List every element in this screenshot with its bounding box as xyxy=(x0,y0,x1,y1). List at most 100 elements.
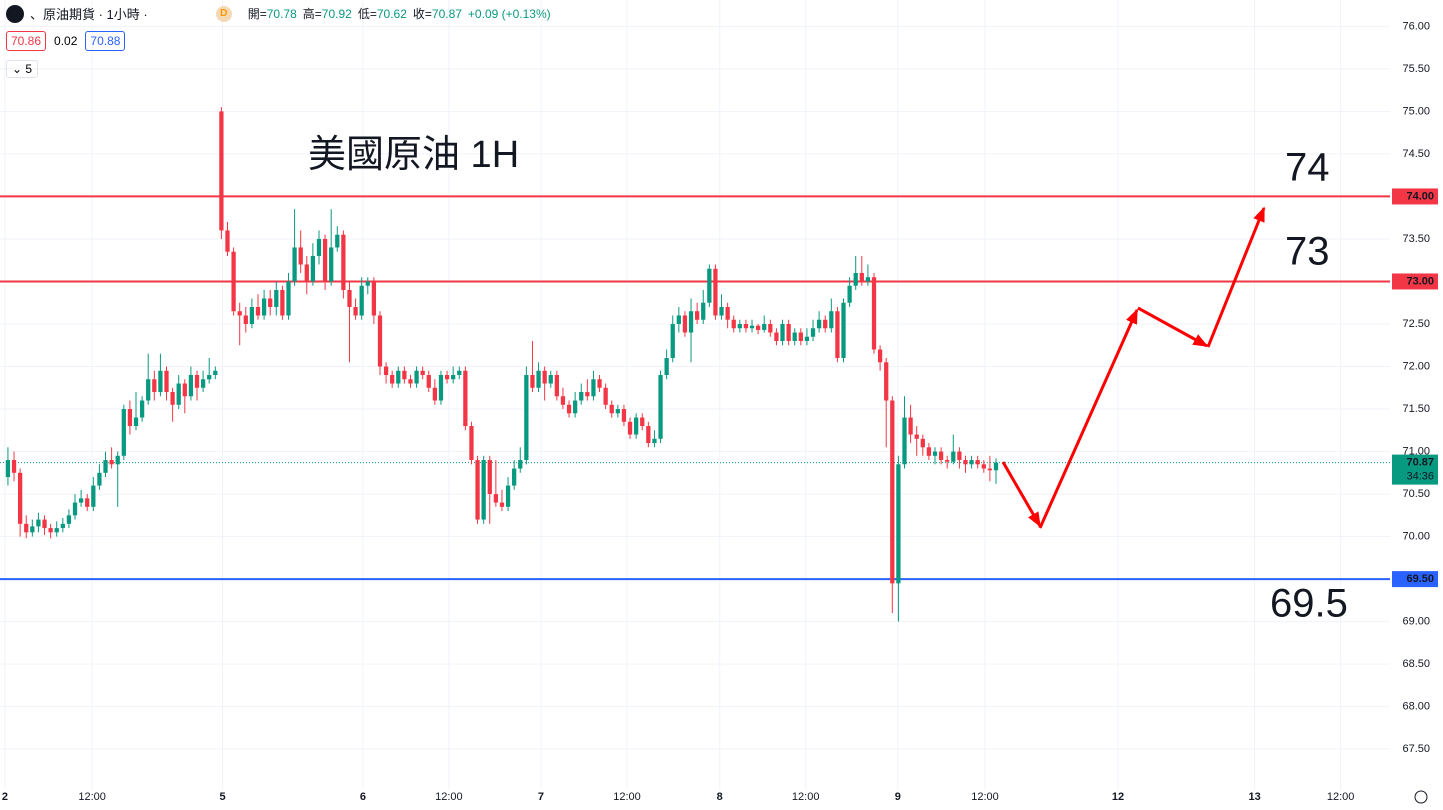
candle-body xyxy=(54,528,59,533)
candle-body xyxy=(11,460,17,473)
y-tick-label: 73.50 xyxy=(1402,233,1430,245)
ask[interactable]: 70.88 xyxy=(85,31,126,51)
candle-body xyxy=(957,451,962,461)
candle-body xyxy=(548,375,553,384)
candle-body xyxy=(390,375,395,384)
candle-body xyxy=(475,460,480,520)
candle-body xyxy=(719,306,724,316)
y-tick-label: 69.00 xyxy=(1402,616,1430,628)
candle-body xyxy=(396,370,401,384)
x-tick-label: 12:00 xyxy=(792,791,820,803)
y-tick-label: 75.00 xyxy=(1402,105,1430,117)
candle-body xyxy=(78,498,84,503)
ohlc-item: 高=70.92 xyxy=(303,5,352,22)
candle-body xyxy=(225,230,230,252)
candle-body xyxy=(652,438,657,444)
candle-body xyxy=(298,247,303,265)
candle-body xyxy=(762,323,767,330)
candle-body xyxy=(560,396,566,405)
candle-body xyxy=(133,417,139,427)
candle-body xyxy=(341,234,346,290)
candle-body xyxy=(493,494,498,503)
candles xyxy=(5,107,999,622)
candle-body xyxy=(573,400,578,414)
candle-body xyxy=(115,455,120,465)
candle-body xyxy=(213,370,218,376)
x-tick-label: 6 xyxy=(360,791,366,803)
bid[interactable]: 70.86 xyxy=(6,31,47,51)
y-tick-label: 75.50 xyxy=(1402,63,1430,75)
candle-body xyxy=(194,375,200,388)
arrow xyxy=(1137,306,1209,348)
x-tick-label: 12:00 xyxy=(613,791,641,803)
x-tick-label: 7 xyxy=(538,791,544,803)
candle-body xyxy=(591,379,596,397)
candle-body xyxy=(371,281,377,316)
settings-icon[interactable] xyxy=(1414,790,1428,804)
level-tag xyxy=(1392,188,1438,205)
ohlc-item: 開=70.78 xyxy=(248,5,297,22)
candle-body xyxy=(688,311,694,333)
x-tick-label: 12:00 xyxy=(1327,791,1355,803)
candle-body xyxy=(603,387,608,405)
candle-body xyxy=(585,392,590,397)
candle-body xyxy=(109,460,114,465)
candle-body xyxy=(499,502,505,507)
x-tick-label: 12:00 xyxy=(435,791,463,803)
chevron: ⌄ xyxy=(12,62,23,76)
forecast-arrows xyxy=(1001,206,1266,529)
ohlc-value: 70.92 xyxy=(321,7,352,21)
x-tick-label: 8 xyxy=(717,791,723,803)
arrow xyxy=(1038,308,1139,529)
candle-body xyxy=(518,460,523,469)
candle-body xyxy=(853,272,858,286)
candle-body xyxy=(670,323,675,359)
candle-body xyxy=(713,268,718,316)
candle-body xyxy=(908,417,913,435)
candle-body xyxy=(701,302,706,320)
candle-body xyxy=(164,370,169,393)
y-tick-label: 70.50 xyxy=(1402,488,1430,500)
candle-body xyxy=(347,289,352,307)
candle-body xyxy=(810,328,816,337)
candle-body xyxy=(530,375,535,388)
candle-body xyxy=(847,285,852,303)
candle-body xyxy=(951,451,956,462)
candle-body xyxy=(268,298,273,307)
candle-body xyxy=(609,404,614,414)
x-tick-label: 12:00 xyxy=(971,791,999,803)
candle-body xyxy=(932,451,938,456)
candle-body xyxy=(438,375,444,401)
candle-body xyxy=(182,383,187,397)
ohlc-label: 高= xyxy=(302,7,322,21)
candle-body xyxy=(749,325,755,329)
candle-body xyxy=(902,417,907,465)
countdown: 34:36 xyxy=(1406,471,1434,483)
x-tick-label: 2 xyxy=(2,791,8,803)
candle-body xyxy=(621,409,627,422)
indicator-toggle[interactable]: ⌄ 5 xyxy=(6,60,39,78)
candle-body xyxy=(877,349,883,363)
candle-body xyxy=(48,528,53,533)
level-tag-label: 73.00 xyxy=(1406,275,1434,287)
candle-body xyxy=(207,375,212,380)
candle-body xyxy=(237,311,242,316)
candle-body xyxy=(274,289,279,307)
ohlc-item: 低=70.62 xyxy=(358,5,407,22)
candle-body xyxy=(72,502,78,516)
y-tick-label: 71.50 xyxy=(1402,403,1430,415)
x-tick-label: 13 xyxy=(1248,791,1260,803)
badge[interactable]: D xyxy=(215,5,232,22)
candle-body xyxy=(737,323,742,329)
candle-body xyxy=(816,319,822,329)
candle-body xyxy=(884,362,889,401)
candle-body xyxy=(170,392,175,405)
candle-body xyxy=(231,251,236,312)
candle-body xyxy=(676,315,681,324)
candle-body xyxy=(743,323,749,329)
symbol: 、原油期貨 · 1小時 · xyxy=(30,7,148,22)
candle-body xyxy=(658,375,663,439)
candle-body xyxy=(127,409,133,427)
candle-body xyxy=(286,281,291,316)
candle-body xyxy=(969,460,974,465)
